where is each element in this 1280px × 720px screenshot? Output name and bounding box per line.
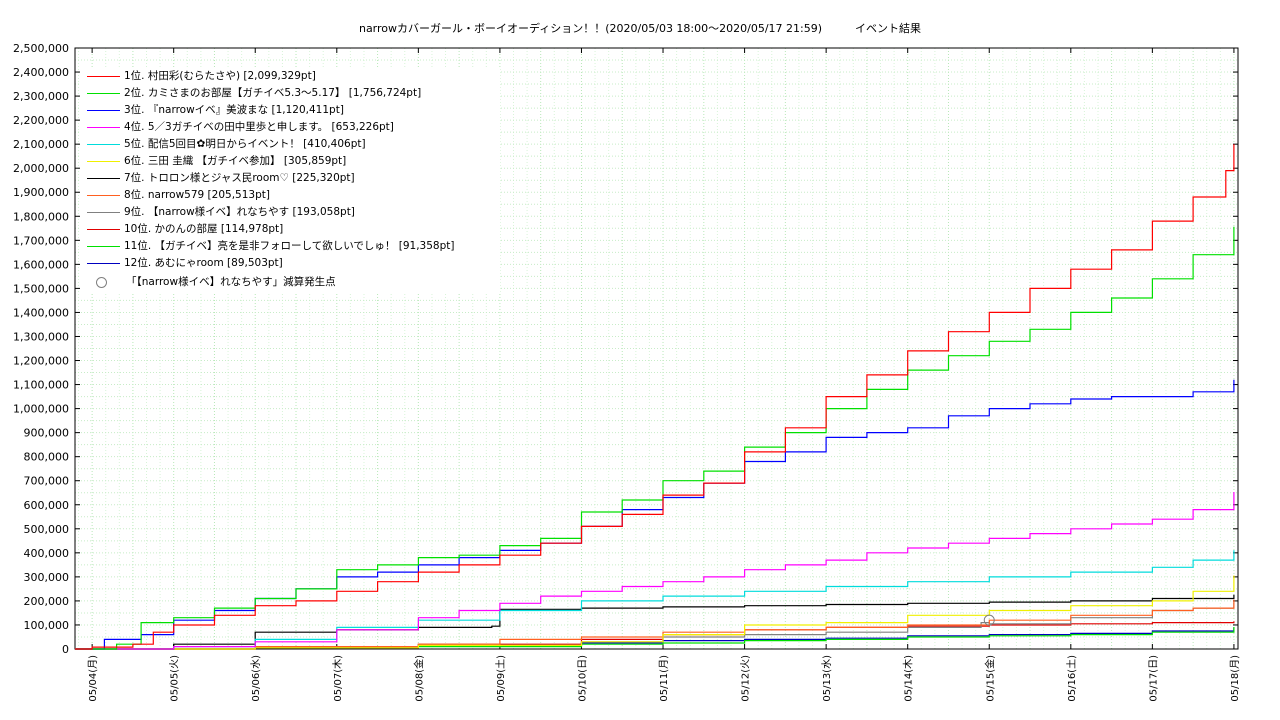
- series-line: [75, 575, 1235, 650]
- y-tick-label: 600,000: [24, 499, 70, 512]
- legend-swatch: [87, 93, 120, 94]
- series-line: [75, 627, 1235, 650]
- legend-label: 9位. 【narrow様イベ】れなちやす [193,058pt]: [124, 206, 355, 218]
- y-tick-label: 500,000: [24, 523, 70, 536]
- legend-swatch: [87, 127, 120, 128]
- y-tick-label: 0: [62, 643, 69, 656]
- legend-label: 2位. カミさまのお部屋【ガチイベ5.3〜5.17】 [1,756,724pt]: [124, 87, 422, 99]
- y-tick-label: 2,400,000: [13, 66, 69, 79]
- x-tick-label: 05/13(水): [821, 655, 833, 702]
- y-tick-label: 1,100,000: [13, 379, 69, 392]
- x-tick-label: 05/11(月): [658, 655, 670, 702]
- x-tick-label: 05/08(金): [412, 655, 425, 702]
- legend-label: 11位. 【ガチイベ】亮を是非フォローして欲しいでしゅ！ [91,358pt]: [124, 240, 455, 252]
- series-line: [75, 627, 1235, 650]
- series-line: [75, 594, 1235, 650]
- chart-title: narrowカバーガール・ボーイオーディション！！(2020/05/03 18:…: [358, 22, 922, 35]
- y-tick-label: 2,500,000: [13, 42, 69, 55]
- x-tick-label: 05/18(月): [1229, 655, 1241, 702]
- x-tick-label: 05/04(月): [87, 655, 99, 702]
- y-tick-label: 2,000,000: [13, 162, 69, 175]
- plot-frame: [74, 47, 1239, 650]
- legend-label: 12位. あむにゃroom [89,503pt]: [124, 257, 283, 269]
- x-tick-label: 05/12(火): [740, 655, 752, 702]
- y-tick-label: 2,200,000: [13, 114, 69, 127]
- y-tick-label: 1,900,000: [13, 186, 69, 199]
- x-tick-label: 05/09(土): [494, 655, 507, 702]
- y-tick-label: 1,000,000: [13, 403, 69, 416]
- series-line: [75, 144, 1235, 650]
- legend-swatch: [87, 195, 120, 196]
- y-tick-label: 700,000: [24, 475, 70, 488]
- x-tick-label: 05/07(木): [332, 655, 344, 702]
- y-tick-label: 400,000: [24, 547, 70, 560]
- y-tick-label: 200,000: [24, 595, 70, 608]
- legend-swatch: [87, 110, 120, 111]
- decrease-marker: [983, 614, 995, 626]
- y-tick-label: 100,000: [24, 619, 70, 632]
- legend-swatch: [87, 246, 120, 247]
- y-tick-label: 900,000: [24, 427, 70, 440]
- grid: [75, 47, 1238, 650]
- series-group: [75, 144, 1235, 650]
- y-tick-label: 1,700,000: [13, 234, 69, 247]
- legend-label: 5位. 配信5回目✿明日からイベント！ [410,406pt]: [124, 138, 366, 150]
- x-tick-label: 05/17(日): [1148, 655, 1159, 702]
- legend-label: 4位. 5／3ガチイベの田中里歩と申します。 [653,226pt]: [124, 121, 394, 133]
- legend-swatch: [87, 263, 120, 264]
- y-tick-label: 1,800,000: [13, 210, 69, 223]
- legend-swatch: [87, 144, 120, 145]
- y-tick-label: 1,500,000: [13, 282, 69, 295]
- y-tick-label: 800,000: [24, 451, 70, 464]
- x-tick-label: 05/15(金): [983, 655, 996, 702]
- legend-label: 3位. 『narrowイベ』美波まな [1,120,411pt]: [124, 104, 344, 116]
- x-tick-label: 05/10(日): [577, 655, 588, 702]
- legend-swatch: [87, 178, 120, 179]
- legend-swatch: [87, 76, 120, 77]
- circle-marker-icon: [96, 277, 107, 288]
- series-line: [75, 492, 1235, 650]
- legend-label: 10位. かのんの部屋 [114,978pt]: [124, 223, 284, 235]
- x-tick-label: 05/16(土): [1065, 655, 1078, 702]
- legend: 1位. 村田彩(むらたさや) [2,099,329pt] 2位. カミさまのお部屋…: [80, 68, 500, 294]
- y-tick-label: 2,300,000: [13, 90, 69, 103]
- legend-swatch: [87, 161, 120, 162]
- legend-swatch: [87, 212, 120, 213]
- y-tick-label: 1,400,000: [13, 306, 69, 319]
- legend-label: 「【narrow様イベ】れなちやす」減算発生点: [126, 276, 336, 288]
- x-tick-label: 05/06(水): [250, 655, 262, 702]
- x-tick-label: 05/14(木): [903, 655, 915, 702]
- legend-label: 1位. 村田彩(むらたさや) [2,099,329pt]: [124, 70, 316, 82]
- legend-label: 7位. トロロン様とジャス民room♡ [225,320pt]: [124, 172, 355, 184]
- y-tick-label: 300,000: [24, 571, 70, 584]
- y-tick-label: 1,600,000: [13, 258, 69, 271]
- x-tick-label: 05/05(火): [169, 655, 181, 702]
- legend-label: 6位. 三田 圭織 【ガチイベ参加】 [305,859pt]: [124, 155, 347, 167]
- y-tick-label: 2,100,000: [13, 138, 69, 151]
- y-tick-label: 1,200,000: [13, 355, 69, 368]
- y-tick-label: 1,300,000: [13, 330, 69, 343]
- legend-label: 8位. narrow579 [205,513pt]: [124, 189, 270, 201]
- legend-swatch: [87, 229, 120, 230]
- series-line: [75, 599, 1235, 650]
